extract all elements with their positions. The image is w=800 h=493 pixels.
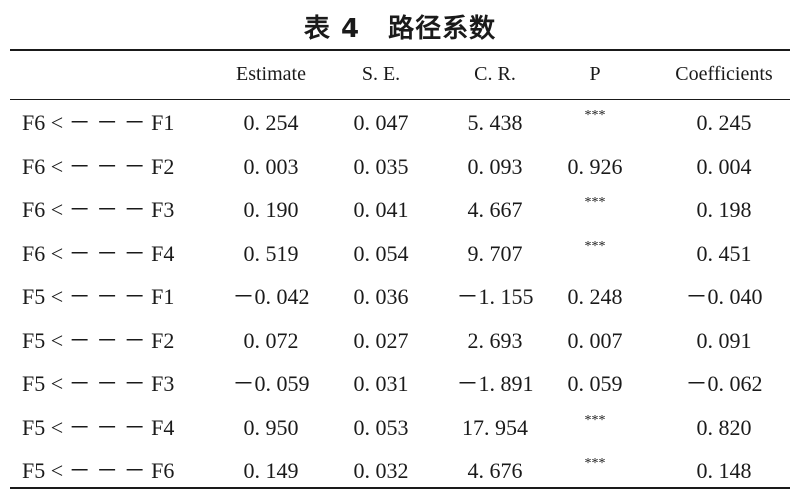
table-row: F5 < － － － F2 0. 072 0. 027 2. 693 0. 007 0. … — [10, 319, 790, 363]
table-title: 表 4 路径系数 — [0, 8, 800, 45]
cell-se: 0. 053 — [353, 414, 409, 440]
cell-p: *** — [584, 238, 606, 254]
cell-path: F6 < － － － F3 — [22, 197, 175, 222]
cell-se: 0. 041 — [353, 197, 409, 222]
cell-se: 0. 032 — [353, 458, 409, 483]
header-row: Estimate S. E. C. R. P Coefficients — [10, 52, 790, 96]
cell-path: F5 < － － － F3 — [22, 371, 175, 396]
cell-path: F5 < － － － F2 — [22, 327, 175, 353]
cell-se: 0. 035 — [353, 153, 409, 179]
cell-estimate: 0. 003 — [243, 153, 299, 179]
cell-se: 0. 054 — [353, 240, 409, 266]
cell-se: 0. 031 — [353, 371, 409, 396]
cell-path: F5 < － － － F1 — [22, 284, 175, 309]
cell-p: *** — [584, 412, 606, 428]
cell-p: 0. 926 — [567, 153, 623, 179]
header-cell-coefficients: Coefficients — [675, 63, 773, 85]
top-rule — [10, 49, 790, 51]
cell-path: F6 < － － － F4 — [22, 240, 175, 266]
cell-coefficients: －0. 040 — [685, 284, 763, 309]
header-cell-estimate: Estimate — [236, 63, 306, 85]
cell-se: 0. 036 — [353, 284, 409, 309]
cell-coefficients: 0. 148 — [696, 458, 752, 483]
cell-cr: －1. 155 — [456, 284, 534, 309]
cell-p: 0. 059 — [567, 371, 623, 396]
cell-estimate: 0. 254 — [243, 110, 299, 135]
cell-coefficients: 0. 451 — [696, 240, 752, 266]
cell-coefficients: 0. 198 — [696, 197, 752, 222]
cell-estimate: 0. 072 — [243, 327, 299, 353]
cell-estimate: －0. 042 — [232, 284, 310, 309]
cell-path: F6 < － － － F2 — [22, 153, 175, 179]
header-rule — [10, 99, 790, 100]
cell-cr: 17. 954 — [462, 414, 528, 440]
cell-cr: －1. 891 — [456, 371, 534, 396]
cell-coefficients: 0. 820 — [696, 414, 752, 440]
table-row: F6 < － － － F4 0. 519 0. 054 9. 707 *** 0. 451 — [10, 232, 790, 276]
cell-cr: 0. 093 — [467, 153, 523, 179]
cell-coefficients: 0. 091 — [696, 327, 752, 353]
table-caption: 路径系数 — [388, 14, 497, 44]
table-row: F6 < － － － F3 0. 190 0. 041 4. 667 *** 0. 198 — [10, 188, 790, 232]
cell-coefficients: －0. 062 — [685, 371, 763, 396]
header-cell-path — [22, 52, 222, 96]
bottom-rule — [10, 487, 790, 489]
cell-se: 0. 027 — [353, 327, 409, 353]
cell-estimate: 0. 950 — [243, 414, 299, 440]
cell-p: *** — [584, 195, 606, 210]
cell-p: 0. 248 — [567, 284, 623, 309]
table-row: F6 < － － － F2 0. 003 0. 035 0. 093 0. 926 0. … — [10, 145, 790, 189]
cell-cr: 9. 707 — [467, 240, 523, 266]
table-number: 表 4 — [303, 14, 361, 44]
cell-coefficients: 0. 004 — [696, 153, 752, 179]
table-row: F6 < － － － F1 0. 254 0. 047 5. 438 *** 0. 245 — [10, 101, 790, 145]
cell-estimate: 0. 519 — [243, 240, 299, 266]
header-cell-cr: C. R. — [474, 63, 516, 85]
cell-se: 0. 047 — [353, 110, 409, 135]
cell-coefficients: 0. 245 — [696, 110, 752, 135]
cell-estimate: 0. 190 — [243, 197, 299, 222]
table-row: F5 < － － － F1 －0. 042 0. 036 －1. 155 0. 248 －… — [10, 275, 790, 319]
cell-cr: 2. 693 — [467, 327, 523, 353]
cell-estimate: －0. 059 — [232, 371, 310, 396]
header-cell-se: S. E. — [361, 63, 401, 85]
cell-cr: 4. 676 — [467, 458, 523, 483]
cell-p: *** — [584, 456, 606, 471]
cell-path: F6 < － － － F1 — [22, 110, 175, 135]
header-cell-p: P — [589, 63, 601, 85]
cell-p: *** — [584, 108, 606, 123]
table-row: F5 < － － － F3 －0. 059 0. 031 －1. 891 0. 059 －… — [10, 362, 790, 406]
table-row: F5 < － － － F6 0. 149 0. 032 4. 676 *** 0. 148 — [10, 449, 790, 493]
cell-path: F5 < － － － F4 — [22, 414, 175, 440]
cell-p: 0. 007 — [567, 327, 623, 353]
table-row: F5 < － － － F4 0. 950 0. 053 17. 954 *** 0. 82… — [10, 406, 790, 450]
cell-path: F5 < － － － F6 — [22, 458, 175, 483]
cell-estimate: 0. 149 — [243, 458, 299, 483]
cell-cr: 5. 438 — [467, 110, 523, 135]
cell-cr: 4. 667 — [467, 197, 523, 222]
